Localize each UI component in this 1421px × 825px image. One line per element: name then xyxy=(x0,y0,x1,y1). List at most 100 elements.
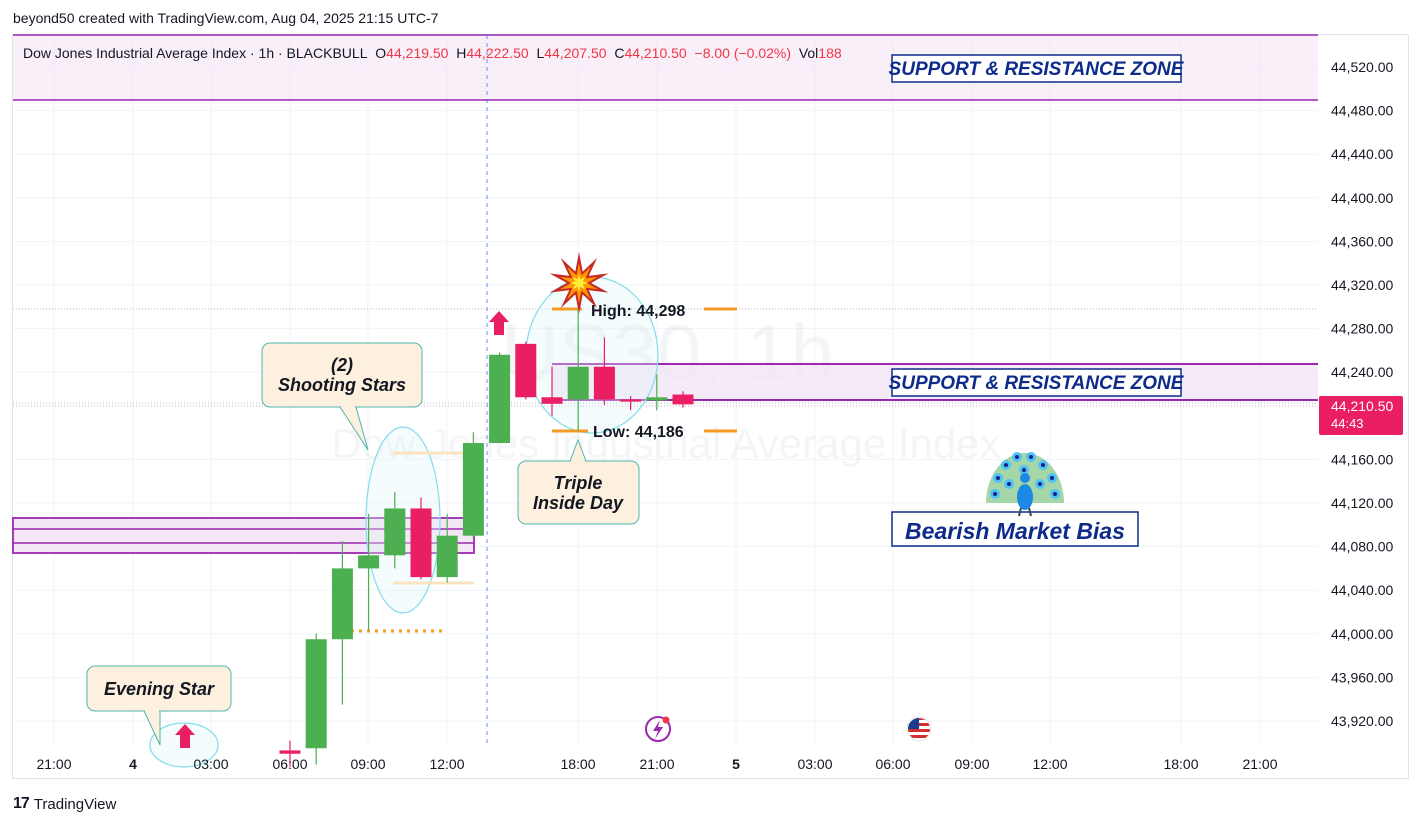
peacock-eye-dot xyxy=(1004,463,1008,467)
peacock-eye-dot xyxy=(1038,482,1042,486)
legend-open-label: O xyxy=(375,45,387,61)
price-tick-label: 44,000.00 xyxy=(1331,626,1393,642)
candle-body[interactable] xyxy=(515,343,537,398)
candle-body[interactable] xyxy=(305,639,327,749)
time-tick-label: 4 xyxy=(129,756,137,772)
time-tick-label: 09:00 xyxy=(954,756,989,772)
time-tick-label: 03:00 xyxy=(193,756,228,772)
low-label: Low: 44,186 xyxy=(593,424,684,441)
peacock-eye-dot xyxy=(1022,468,1026,472)
time-tick-label: 12:00 xyxy=(1032,756,1067,772)
peacock-eye-dot xyxy=(1029,455,1033,459)
legend-change: −8.00 (−0.02%) xyxy=(694,45,792,61)
legend-open: 44,219.50 xyxy=(386,45,449,61)
time-tick-label: 21:00 xyxy=(639,756,674,772)
last-price-value: 44,210.50 xyxy=(1331,398,1393,414)
candle-body[interactable] xyxy=(384,508,406,556)
time-tick-label: 06:00 xyxy=(272,756,307,772)
price-tick-label: 44,280.00 xyxy=(1331,321,1393,337)
peacock-icon xyxy=(986,452,1064,517)
time-tick-label: 21:00 xyxy=(1242,756,1277,772)
legend-high-label: H xyxy=(456,45,467,61)
chart-attribution: beyond50 created with TradingView.com, A… xyxy=(13,10,439,26)
bias-label: Bearish Market Bias xyxy=(905,518,1125,544)
price-tick-label: 44,120.00 xyxy=(1331,495,1393,511)
shooting-stars-line2: Shooting Stars xyxy=(278,375,406,395)
peacock-eye-dot xyxy=(996,476,1000,480)
evening-star-label: Evening Star xyxy=(104,679,215,699)
high-label: High: 44,298 xyxy=(591,303,685,320)
price-tick-label: 44,400.00 xyxy=(1331,190,1393,206)
us-flag-icon[interactable] xyxy=(906,716,932,742)
zone-mid-label-box xyxy=(891,368,1182,397)
zone-top-label-box xyxy=(891,54,1182,83)
candle-body[interactable] xyxy=(331,568,353,640)
triple-inside-line2: Inside Day xyxy=(533,493,624,513)
peacock-eye-dot xyxy=(993,492,997,496)
candle-body[interactable] xyxy=(672,394,694,405)
legend-close: 44,210.50 xyxy=(624,45,687,61)
candles-layer xyxy=(279,308,694,767)
legend-low: 44,207.50 xyxy=(544,45,607,61)
chart-legend: Dow Jones Industrial Average Index · 1h … xyxy=(23,45,842,61)
time-tick-label: 5 xyxy=(732,756,740,772)
evening-star-arrow-icon xyxy=(175,724,195,748)
price-tick-label: 43,960.00 xyxy=(1331,669,1393,685)
price-tick-label: 44,480.00 xyxy=(1331,103,1393,119)
legend-low-label: L xyxy=(536,45,545,61)
peacock-leg xyxy=(1028,507,1032,517)
time-tick-label: 06:00 xyxy=(875,756,910,772)
time-tick-label: 18:00 xyxy=(1163,756,1198,772)
price-axis: 44,520.00 44,480.00 44,440.00 44,400.00 44,3… xyxy=(1331,59,1393,729)
time-tick-label: 03:00 xyxy=(797,756,832,772)
peacock-eye-dot xyxy=(1007,482,1011,486)
shooting-stars-line1: (2) xyxy=(331,355,353,375)
candle-body[interactable] xyxy=(489,354,511,444)
candle-body[interactable] xyxy=(646,397,668,401)
countdown-value: 44:43 xyxy=(1331,416,1364,431)
time-axis: 21:00 4 03:00 06:00 09:00 12:00 18:00 21:00 5 03:… xyxy=(36,756,1277,772)
price-tick-label: 44,160.00 xyxy=(1331,451,1393,467)
price-tick-label: 43,920.00 xyxy=(1331,713,1393,729)
peacock-eye-dot xyxy=(1041,463,1045,467)
tradingview-logo-icon: 17 xyxy=(13,795,30,812)
candle-body[interactable] xyxy=(593,366,615,400)
price-tick-label: 44,240.00 xyxy=(1331,364,1393,380)
bullish-arrow-icon xyxy=(489,311,509,335)
legend-high: 44,222.50 xyxy=(466,45,529,61)
peacock-head xyxy=(1020,473,1030,483)
candle-body[interactable] xyxy=(541,397,563,404)
time-tick-label: 12:00 xyxy=(429,756,464,772)
price-tick-label: 44,320.00 xyxy=(1331,277,1393,293)
price-tick-label: 44,040.00 xyxy=(1331,582,1393,598)
legend-close-label: C xyxy=(614,45,625,61)
peacock-body xyxy=(1017,484,1033,510)
time-tick-label: 09:00 xyxy=(350,756,385,772)
candle-body[interactable] xyxy=(620,399,642,402)
peacock-eye-dot xyxy=(1015,455,1019,459)
bias-label-box xyxy=(891,511,1139,547)
legend-symbol: Dow Jones Industrial Average Index · 1h … xyxy=(23,45,368,61)
triple-inside-line1: Triple xyxy=(554,473,603,493)
explosion-icon-core xyxy=(570,274,588,292)
time-tick-label: 18:00 xyxy=(560,756,595,772)
candle-body[interactable] xyxy=(567,366,589,400)
candle-body[interactable] xyxy=(462,443,484,536)
watermark-name: Dow Jones Industrial Average Index xyxy=(331,420,1000,467)
peacock-leg xyxy=(1018,507,1022,517)
candle-body[interactable] xyxy=(410,508,432,578)
candle-body[interactable] xyxy=(436,535,458,578)
candle-body[interactable] xyxy=(358,555,380,569)
last-price-badge: 44,210.50 44:43 xyxy=(1319,396,1403,435)
zone-top-label: SUPPORT & RESISTANCE ZONE xyxy=(889,59,1185,80)
candle-body[interactable] xyxy=(279,750,301,754)
flash-event-icon[interactable] xyxy=(645,716,671,742)
labels-layer: SUPPORT & RESISTANCE ZONE SUPPORT & RESI… xyxy=(104,59,1185,699)
tradingview-logo[interactable]: 17 TradingView xyxy=(13,795,116,813)
time-tick-label: 21:00 xyxy=(36,756,71,772)
peacock-eye-dot xyxy=(1053,492,1057,496)
legend-vol: 188 xyxy=(818,45,842,61)
legend-vol-label: Vol xyxy=(798,45,819,61)
price-tick-label: 44,360.00 xyxy=(1331,233,1393,249)
